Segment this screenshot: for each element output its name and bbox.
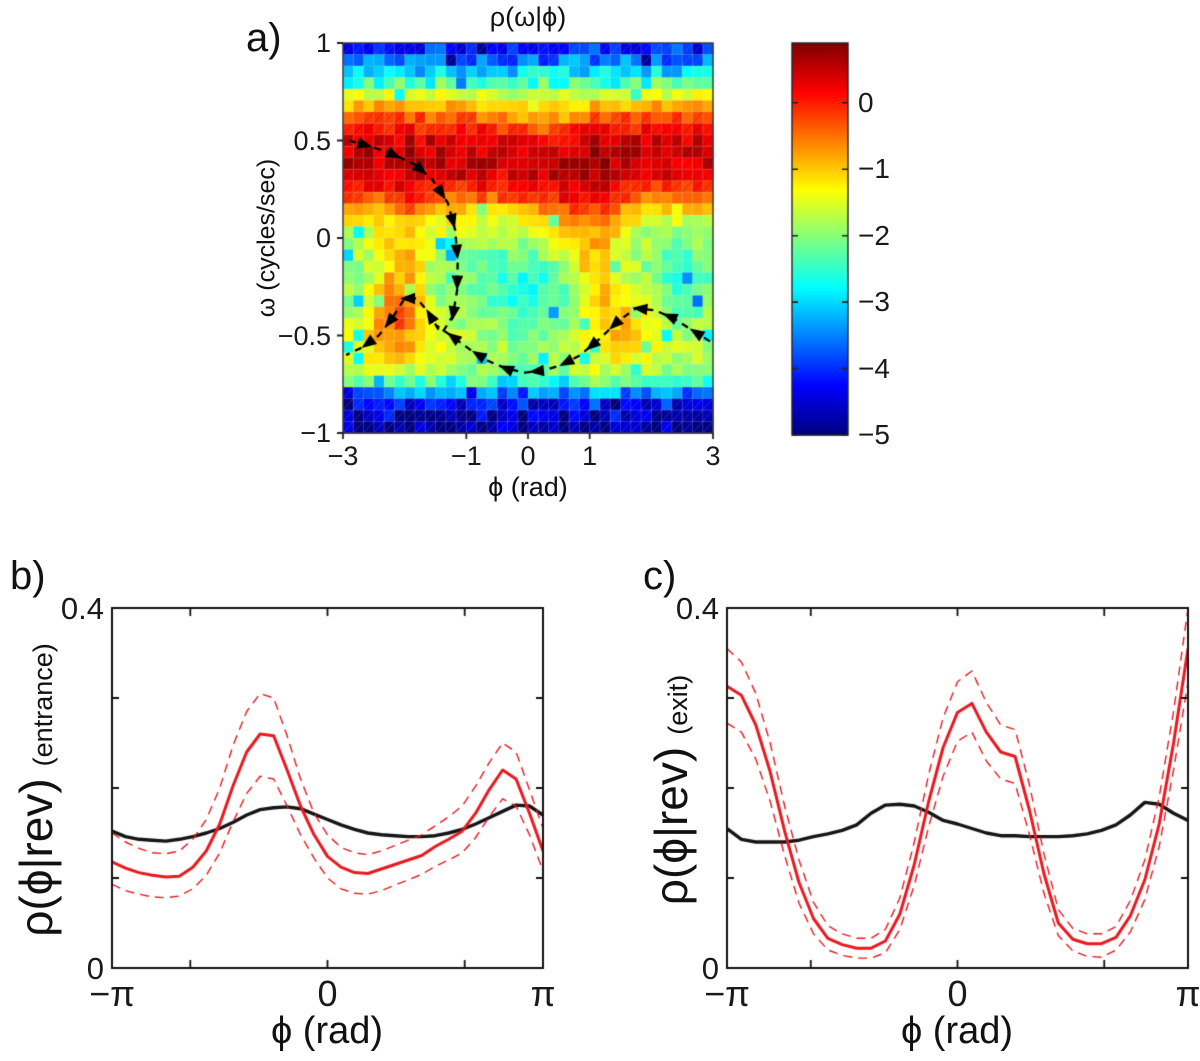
panel-c-y-axis-label: ρ(ϕ|rev) (exit) <box>644 675 698 905</box>
panel-a-y-tick-label: −0.5 <box>277 320 331 351</box>
panel-b-x-tick-label: 0 <box>317 973 338 1014</box>
panel-a-x-axis-label: ϕ (rad) <box>488 472 568 502</box>
colorbar-tick-label: −2 <box>858 219 890 251</box>
panel-b-y-axis-label-main: ρ(ϕ|rev) <box>10 778 62 937</box>
panel-a-heatmap-canvas <box>333 33 725 453</box>
panel-c-x-tick-label: 0 <box>947 973 968 1014</box>
panel-b-y-axis-label: ρ(ϕ|rev) (entrance) <box>9 643 63 936</box>
panel-c-x-tick-label: π <box>1175 973 1200 1014</box>
panel-b-letter: b) <box>10 554 46 598</box>
colorbar-tick-label: −1 <box>858 153 890 185</box>
panel-a-y-tick-label: −1 <box>300 418 331 448</box>
panel-a-y-tick-label: 0.5 <box>293 125 331 156</box>
colorbar-tick-label: 0 <box>858 86 874 118</box>
panel-a-y-tick-label: 1 <box>315 28 331 58</box>
panel-a-y-tick-label: 0 <box>315 223 331 253</box>
panel-c-x-axis-label: ϕ (rad) <box>900 1010 1014 1052</box>
panel-b-y-tick-label: 0.4 <box>60 591 104 626</box>
panel-c-y-tick-label: 0.4 <box>675 591 719 626</box>
panel-a-title: ρ(ω|ϕ) <box>489 2 567 32</box>
panel-b-x-tick-label: −π <box>89 973 135 1014</box>
colorbar-canvas <box>782 33 858 445</box>
panel-b-x-axis-label: ϕ (rad) <box>270 1010 384 1052</box>
panel-b-y-tick-label: 0 <box>86 951 104 986</box>
panel-a-x-tick-label: −3 <box>327 441 359 471</box>
panel-a-x-tick-label: −1 <box>450 441 482 471</box>
panel-c-x-tick-label: −π <box>704 973 750 1014</box>
panel-c-letter: c) <box>643 554 677 598</box>
colorbar-tick-label: −4 <box>858 352 890 384</box>
panel-a-x-tick-label: 0 <box>520 441 536 471</box>
panel-c-y-axis-label-main: ρ(ϕ|rev) <box>645 746 697 906</box>
panel-b-x-tick-label: π <box>530 973 556 1014</box>
panel-a-x-tick-label: 3 <box>705 441 721 471</box>
panel-c-y-tick-label: 0 <box>701 951 719 986</box>
colorbar-tick-label: −3 <box>858 286 890 318</box>
panel-b-y-axis-label-sub: (entrance) <box>28 643 58 767</box>
panel-c-plot-canvas <box>717 598 1198 978</box>
panel-a-x-tick-label: 1 <box>582 441 598 471</box>
colorbar-tick-label: −5 <box>858 419 890 450</box>
panel-b-plot-canvas <box>102 598 553 978</box>
panel-a-letter: a) <box>246 16 282 60</box>
panel-c-y-axis-label-sub: (exit) <box>663 674 693 735</box>
